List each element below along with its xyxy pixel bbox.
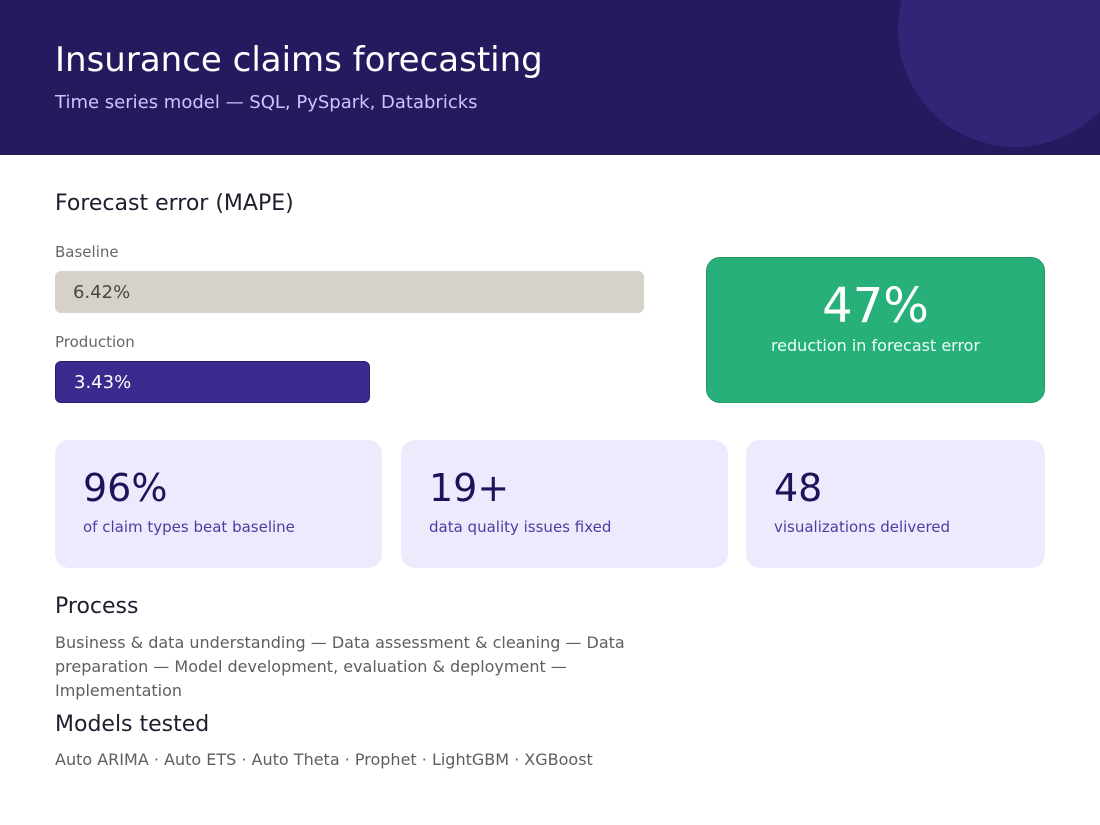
decorative-circle [898,0,1100,147]
baseline-label: Baseline [55,243,119,261]
stat-value: 96% [83,466,168,510]
production-bar-track: 3.43% [55,361,644,403]
stat-value: 48 [774,466,823,510]
error-reduction-value: 47% [822,278,929,334]
stat-card-claim-types: 96% of claim types beat baseline [55,440,382,568]
stat-label: visualizations delivered [774,518,951,536]
stat-label: of claim types beat baseline [83,518,295,536]
page-title: Insurance claims forecasting [55,40,543,80]
page-header: Insurance claims forecasting Time series… [0,0,1100,155]
process-steps: Business & data understanding — Data ass… [55,633,625,700]
production-label: Production [55,333,135,351]
stat-card-data-quality: 19+ data quality issues fixed [401,440,728,568]
production-bar: 3.43% [55,361,370,403]
process-heading: Process [55,594,139,619]
error-reduction-label: reduction in forecast error [770,336,981,355]
baseline-bar-track: 6.42% [55,271,644,313]
models-heading: Models tested [55,712,210,737]
stat-label: data quality issues fixed [429,518,612,536]
page-subtitle: Time series model — SQL, PySpark, Databr… [55,92,478,113]
stat-value: 19+ [429,466,510,510]
production-value: 3.43% [74,371,132,393]
baseline-value: 6.42% [73,281,131,303]
models-list: Auto ARIMA · Auto ETS · Auto Theta · Pro… [55,750,593,769]
error-reduction-card: 47% reduction in forecast error [706,257,1045,403]
stat-card-visualizations: 48 visualizations delivered [746,440,1045,568]
baseline-bar: 6.42% [55,271,644,313]
forecast-error-heading: Forecast error (MAPE) [55,191,294,216]
